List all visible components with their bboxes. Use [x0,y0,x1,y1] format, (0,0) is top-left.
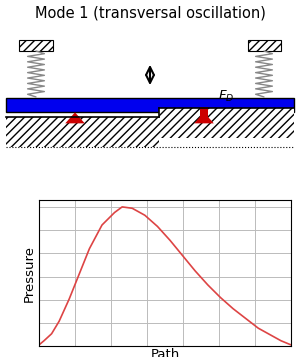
FancyArrow shape [194,112,214,124]
Bar [6,98,294,112]
Bar [20,40,52,51]
Bar [159,108,294,138]
Text: Mode 1 (transversal oscillation): Mode 1 (transversal oscillation) [34,6,266,21]
Y-axis label: Pressure: Pressure [23,245,36,302]
FancyArrow shape [65,112,85,124]
Bar [6,117,159,147]
Bar [200,107,208,124]
Text: $F_D$: $F_D$ [218,89,234,104]
Bar [71,116,79,124]
X-axis label: Path: Path [150,348,180,357]
Bar [248,40,280,51]
